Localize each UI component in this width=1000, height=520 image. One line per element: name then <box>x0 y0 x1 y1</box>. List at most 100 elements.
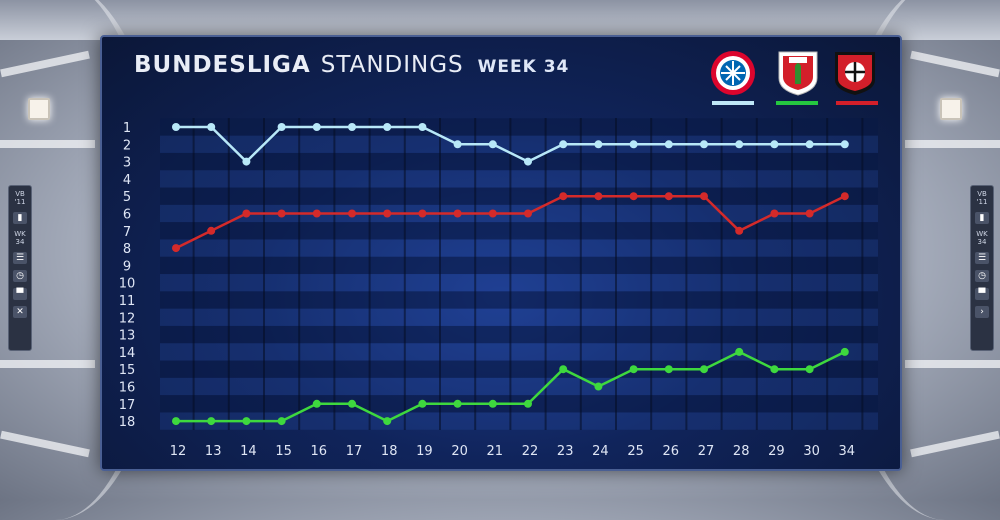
y-tick-label: 16 <box>119 381 136 396</box>
side-panel-left[interactable]: VB '11 ▮ WK 34 ☰ ◷ ▀ ✕ <box>8 185 32 351</box>
series-2-point <box>277 417 286 426</box>
series-1-point <box>840 192 849 201</box>
x-tick-label: 15 <box>275 444 292 459</box>
leverkusen-logo[interactable] <box>832 50 878 96</box>
series-0-point <box>488 140 497 149</box>
series-0-point <box>348 123 356 131</box>
series-0-point <box>840 140 849 149</box>
row-band <box>160 377 878 396</box>
series-0-point <box>559 140 568 149</box>
row-band <box>160 308 878 326</box>
series-0-point <box>418 123 427 131</box>
x-tick-label: 22 <box>522 444 539 459</box>
list-icon[interactable]: ☰ <box>975 252 989 264</box>
series-2-point <box>700 365 708 374</box>
bundesliga-icon[interactable]: ▮ <box>975 212 989 224</box>
row-band <box>160 274 878 292</box>
bayern-munich-logo[interactable] <box>710 50 756 96</box>
row-band <box>160 152 878 171</box>
list-icon[interactable]: ☰ <box>13 252 27 264</box>
side-panel-week: WK 34 <box>976 230 988 246</box>
clock-icon[interactable]: ◷ <box>975 270 989 282</box>
row-band <box>160 187 878 205</box>
x-tick-label: 20 <box>451 444 468 459</box>
series-1-point <box>559 192 568 201</box>
row-band <box>160 325 878 344</box>
series-0-point <box>594 140 603 149</box>
augsburg-color-bar <box>776 101 818 105</box>
series-1-point <box>207 226 216 235</box>
x-tick-label: 19 <box>416 444 433 459</box>
series-0-point <box>735 140 744 149</box>
series-0-point <box>277 123 286 131</box>
series-line-1 <box>175 194 846 250</box>
series-2-point <box>594 382 603 391</box>
studio-ceiling <box>0 0 1000 40</box>
series-0-point <box>312 123 321 131</box>
x-tick-label: 24 <box>592 444 609 459</box>
series-1-point <box>453 209 462 218</box>
series-1-point <box>383 209 392 218</box>
board-title: BUNDESLIGA STANDINGS WEEK 34 <box>134 52 569 82</box>
series-1-point <box>629 192 638 201</box>
chart-series <box>172 123 849 426</box>
row-band <box>160 239 878 257</box>
series-2-point <box>383 417 392 426</box>
row-band <box>160 291 878 309</box>
series-2-point <box>559 365 568 374</box>
series-1-point <box>805 209 814 218</box>
x-tick-label: 21 <box>487 444 504 459</box>
row-band <box>160 343 878 361</box>
series-1-point <box>735 226 744 235</box>
series-1-point <box>700 192 708 201</box>
studio-stripe <box>0 140 95 148</box>
shirt-icon[interactable]: ▀ <box>13 288 27 300</box>
x-tick-label: 13 <box>205 444 222 459</box>
series-0-point <box>629 140 638 149</box>
augsburg-logo[interactable] <box>775 50 821 96</box>
y-tick-label: 18 <box>119 415 136 430</box>
shirt-icon[interactable]: ▀ <box>975 288 989 300</box>
series-1-point <box>770 209 779 218</box>
studio-stripe <box>0 360 95 368</box>
title-league: BUNDESLIGA <box>134 52 311 78</box>
x-tick-label: 25 <box>627 444 644 459</box>
x-tick-label: 30 <box>803 444 820 459</box>
x-tick-label: 34 <box>839 444 856 459</box>
series-1-point <box>242 209 251 218</box>
bayern-color-bar <box>712 101 754 105</box>
series-0-point <box>805 140 814 149</box>
series-2-point <box>312 399 321 408</box>
leverkusen-color-bar <box>836 101 878 105</box>
row-band <box>160 135 878 153</box>
studio-stripe <box>905 140 1000 148</box>
side-panel-right[interactable]: VB '11 ▮ WK 34 ☰ ◷ ▀ › <box>970 185 994 351</box>
series-1-point <box>524 209 532 218</box>
x-tick-label: 27 <box>698 444 715 459</box>
series-2-point <box>524 399 532 408</box>
series-1-point <box>594 192 603 201</box>
chevron-right-icon[interactable]: › <box>975 306 989 318</box>
clock-icon[interactable]: ◷ <box>13 270 27 282</box>
bundesliga-icon[interactable]: ▮ <box>13 212 27 224</box>
series-1-point <box>418 209 427 218</box>
series-2-point <box>418 399 427 408</box>
series-0-point <box>700 140 708 149</box>
y-tick-label: 6 <box>123 208 131 223</box>
studio-stripe <box>905 360 1000 368</box>
series-1-point <box>172 244 180 253</box>
series-1-point <box>664 192 673 201</box>
series-2-point <box>629 365 638 374</box>
series-2-point <box>348 399 356 408</box>
x-tick-label: 17 <box>346 444 363 459</box>
series-2-point <box>488 399 497 408</box>
row-band <box>160 256 878 275</box>
series-1-point <box>312 209 321 218</box>
x-tick-label: 12 <box>170 444 187 459</box>
title-standings: STANDINGS <box>320 52 464 78</box>
close-icon[interactable]: ✕ <box>13 306 27 318</box>
series-2-point <box>770 365 779 374</box>
y-tick-label: 14 <box>119 346 136 361</box>
